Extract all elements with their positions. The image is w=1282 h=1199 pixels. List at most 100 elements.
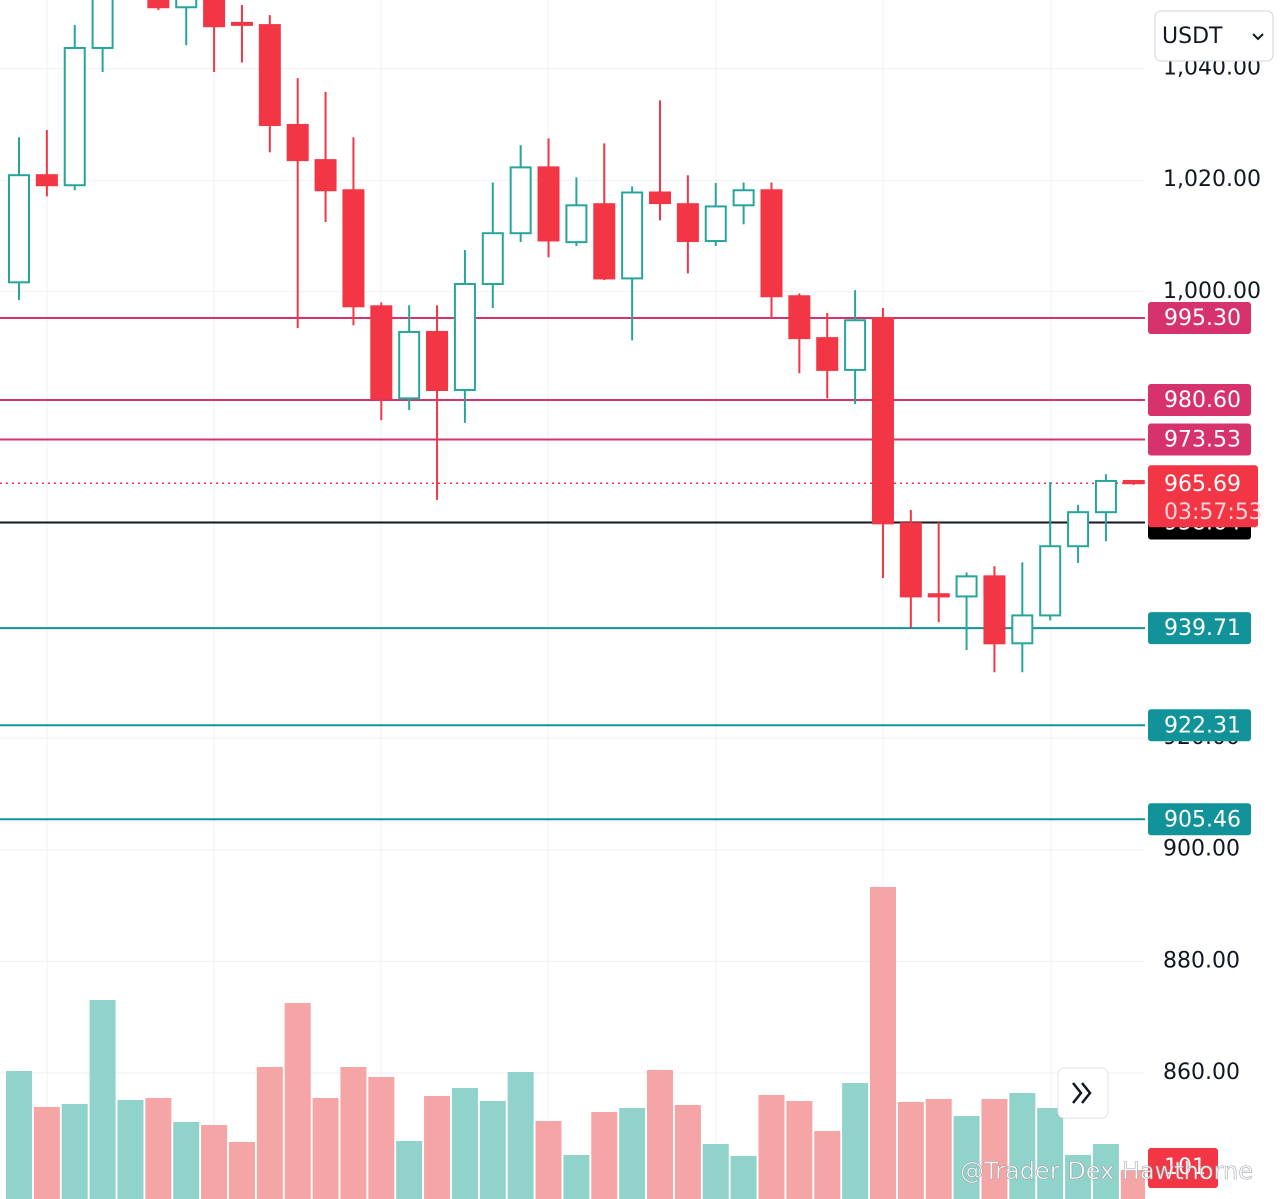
candle-body — [370, 305, 393, 400]
volume-bar — [563, 1155, 590, 1199]
price-line-label: 980.60 — [1164, 388, 1241, 413]
candle-body — [537, 166, 560, 242]
volume-bar — [953, 1116, 980, 1199]
chevron-icon — [1252, 33, 1264, 41]
y-tick-label: 900.00 — [1163, 837, 1240, 862]
volume-bar — [424, 1096, 451, 1199]
y-tick-label: 1,000.00 — [1163, 279, 1261, 304]
volume-bar — [1009, 1093, 1036, 1199]
candle-body — [983, 575, 1006, 645]
price-line-tag — [1148, 803, 1251, 836]
volume-bar — [368, 1077, 395, 1199]
countdown-label: 03:57:53 — [1164, 500, 1263, 525]
volume-bar — [228, 1142, 255, 1199]
price-line-label: 973.53 — [1164, 427, 1241, 452]
candle-body — [732, 189, 755, 207]
volume-bar — [619, 1108, 646, 1199]
price-line-label: 939.71 — [1164, 616, 1241, 641]
y-tick-label: 880.00 — [1163, 948, 1240, 973]
volume-bar — [61, 1104, 88, 1199]
volume-bar — [730, 1156, 757, 1199]
volume-bar — [201, 1125, 228, 1199]
scroll-button-box[interactable] — [1057, 1067, 1109, 1119]
candle-body — [147, 0, 170, 9]
watermark: @Trader Dex Hawthorne — [960, 1157, 1253, 1185]
volume-bar — [173, 1122, 200, 1199]
candle-body — [788, 295, 811, 340]
volume-bar — [1037, 1108, 1064, 1199]
double-chevron-icon — [1072, 1082, 1092, 1104]
volume-bar — [1065, 1155, 1092, 1199]
scroll-button[interactable] — [1057, 1067, 1109, 1119]
price-line-label: 905.46 — [1164, 807, 1241, 832]
y-tick-label: 860.00 — [1163, 1060, 1240, 1085]
candle-body — [314, 159, 337, 192]
volume-bar — [674, 1105, 701, 1199]
y-tick-label: 1,020.00 — [1163, 167, 1261, 192]
candle-body — [1122, 479, 1145, 485]
volume-bar — [981, 1099, 1008, 1199]
currency-select[interactable]: USDT — [1154, 10, 1274, 62]
candle-body — [621, 191, 644, 280]
candle-body — [955, 575, 978, 598]
candle-body — [1011, 614, 1034, 645]
candle-body — [593, 203, 616, 280]
candle-body — [453, 282, 476, 391]
candle-body — [63, 46, 86, 187]
candle-body — [565, 204, 588, 244]
currency-box[interactable] — [1154, 10, 1274, 62]
volume-bar — [33, 1107, 60, 1199]
price-line-tag — [1148, 423, 1251, 456]
volume-tag — [1148, 1148, 1218, 1188]
candle-body — [844, 319, 867, 371]
volume-bar — [451, 1088, 478, 1199]
volume-bar — [814, 1131, 841, 1199]
volume-bar — [507, 1072, 534, 1199]
volume-bar — [479, 1101, 506, 1199]
candle-body — [649, 191, 672, 205]
candle-body — [230, 21, 253, 26]
candle-body — [509, 166, 532, 235]
candle-body — [258, 24, 281, 126]
volume-bar — [758, 1095, 785, 1199]
price-line-label: 995.30 — [1164, 306, 1241, 331]
candle-body — [8, 174, 30, 284]
last-price-tag — [1148, 465, 1258, 528]
volume-bar — [647, 1070, 674, 1199]
candle-body — [816, 337, 839, 371]
volume-bar — [340, 1067, 367, 1199]
candle-body — [676, 203, 699, 243]
volume-bar — [591, 1112, 618, 1199]
volume-bar — [925, 1099, 952, 1199]
currency-text: USDT — [1162, 24, 1223, 49]
volume-bar — [145, 1098, 172, 1199]
volume-bar — [396, 1141, 423, 1199]
last-price-label: 965.69 — [1164, 472, 1241, 497]
volume-label: 101 — [1164, 1155, 1206, 1180]
price-line-label: 922.31 — [1164, 713, 1241, 738]
candle-body — [760, 189, 783, 298]
candle-body — [481, 232, 504, 285]
candle-body — [927, 593, 950, 598]
volume-bar — [842, 1083, 869, 1199]
candle-body — [1094, 479, 1117, 514]
candle-body — [35, 174, 58, 187]
candle-body — [175, 0, 198, 9]
volume-bar — [89, 1000, 116, 1199]
candle-body — [203, 0, 226, 28]
candle-body — [1067, 511, 1090, 548]
volume-bar — [256, 1067, 283, 1199]
volume-bar — [897, 1102, 924, 1199]
candle-body — [899, 522, 922, 598]
volume-bar — [312, 1098, 339, 1199]
candle-body — [398, 330, 421, 400]
price-line-tag — [1148, 384, 1251, 417]
volume-bar — [535, 1121, 562, 1199]
volume-bar — [869, 887, 896, 1199]
price-line-tag — [1148, 302, 1251, 335]
price-line-tag — [1148, 709, 1251, 742]
candle-body — [286, 123, 309, 162]
candle-body — [426, 330, 449, 391]
